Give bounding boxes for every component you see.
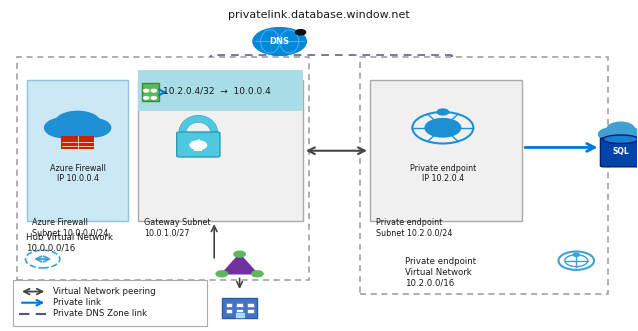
Circle shape (234, 251, 246, 257)
Circle shape (607, 122, 635, 137)
FancyBboxPatch shape (195, 144, 202, 151)
Circle shape (75, 118, 110, 137)
FancyBboxPatch shape (138, 70, 303, 111)
Circle shape (151, 97, 156, 99)
Circle shape (55, 111, 100, 135)
Text: DNS: DNS (270, 37, 290, 46)
Text: Azure Firewall
IP 10.0.0.4: Azure Firewall IP 10.0.0.4 (50, 164, 105, 183)
Text: ✛: ✛ (193, 138, 204, 151)
Text: Private endpoint
IP 10.2.0.4: Private endpoint IP 10.2.0.4 (410, 164, 476, 183)
FancyBboxPatch shape (27, 80, 128, 221)
Circle shape (144, 97, 149, 99)
Text: Azure Firewall
Subnet 10.0.0.0/24: Azure Firewall Subnet 10.0.0.0/24 (32, 218, 108, 237)
FancyBboxPatch shape (61, 136, 94, 149)
Text: Hub Virtual Network
10.0.0.0/16: Hub Virtual Network 10.0.0.0/16 (26, 233, 112, 252)
Ellipse shape (603, 135, 638, 144)
FancyBboxPatch shape (237, 303, 243, 307)
FancyBboxPatch shape (223, 299, 256, 318)
Text: Private link: Private link (54, 298, 101, 307)
FancyBboxPatch shape (237, 309, 243, 313)
FancyBboxPatch shape (226, 303, 232, 307)
Circle shape (598, 128, 623, 141)
Text: SQL: SQL (612, 147, 629, 156)
FancyBboxPatch shape (226, 309, 232, 313)
FancyBboxPatch shape (247, 303, 253, 307)
Circle shape (573, 253, 579, 257)
Circle shape (190, 141, 207, 149)
Text: Private endpoint
Virtual Network
10.2.0.0/16: Private endpoint Virtual Network 10.2.0.… (404, 258, 476, 287)
Circle shape (144, 89, 149, 92)
FancyBboxPatch shape (142, 83, 159, 102)
Circle shape (253, 28, 306, 55)
Circle shape (61, 122, 94, 140)
FancyBboxPatch shape (138, 80, 303, 221)
Text: privatelink.database.window.net: privatelink.database.window.net (228, 10, 410, 20)
Circle shape (437, 109, 449, 115)
Circle shape (295, 29, 306, 35)
Polygon shape (425, 118, 461, 137)
FancyBboxPatch shape (247, 309, 253, 313)
FancyBboxPatch shape (370, 80, 523, 221)
Text: 10.2.0.4/32  →  10.0.0.4: 10.2.0.4/32 → 10.0.0.4 (163, 86, 271, 96)
Circle shape (251, 271, 263, 277)
Text: Private DNS Zone link: Private DNS Zone link (54, 309, 147, 318)
Circle shape (45, 118, 83, 138)
Text: Private endpoint
Subnet 10.2.0.0/24: Private endpoint Subnet 10.2.0.0/24 (376, 218, 452, 237)
Text: Gateway Subnet
10.0.1.0/27: Gateway Subnet 10.0.1.0/27 (144, 218, 211, 237)
Circle shape (216, 271, 228, 277)
Text: Virtual Network peering: Virtual Network peering (54, 287, 156, 296)
Circle shape (151, 89, 156, 92)
FancyBboxPatch shape (600, 138, 638, 167)
FancyBboxPatch shape (235, 312, 245, 318)
Circle shape (620, 128, 638, 140)
FancyBboxPatch shape (13, 280, 207, 326)
Polygon shape (222, 254, 257, 274)
FancyBboxPatch shape (177, 132, 220, 157)
